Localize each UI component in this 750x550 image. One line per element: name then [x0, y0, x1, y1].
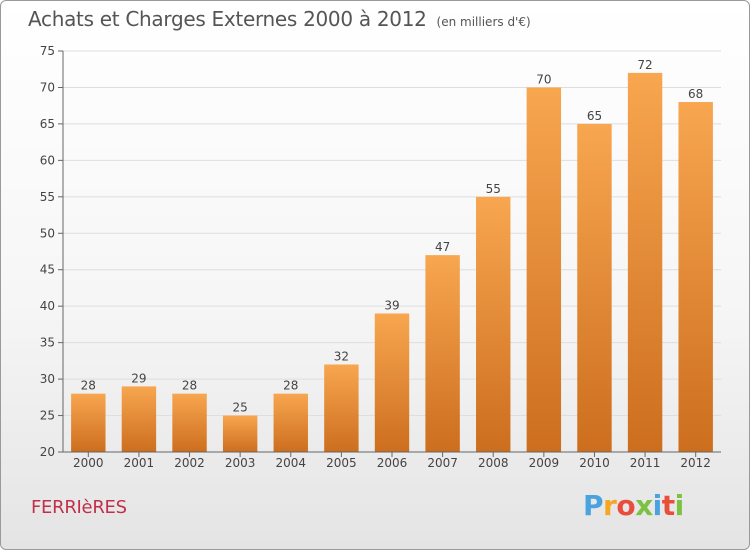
- y-tick-label: 40: [40, 299, 55, 313]
- logo-letter: i: [674, 489, 685, 522]
- x-tick-label-2010: 2010: [579, 456, 610, 470]
- chart-title: Achats et Charges Externes 2000 à 2012: [28, 7, 427, 31]
- x-tick-label-2004: 2004: [275, 456, 306, 470]
- data-label-2012: 68: [688, 87, 703, 101]
- logo-letter: o: [616, 489, 636, 522]
- x-tick-label-2007: 2007: [427, 456, 458, 470]
- logo-letter: P: [583, 489, 604, 522]
- data-label-2008: 55: [486, 182, 501, 196]
- bar-2006: [374, 313, 410, 452]
- logo-letter: r: [603, 489, 617, 522]
- data-label-2000: 28: [81, 379, 96, 393]
- data-label-2002: 28: [182, 379, 197, 393]
- logo-letter: x: [635, 489, 653, 522]
- y-tick-label: 20: [40, 445, 55, 459]
- data-label-2011: 72: [637, 58, 652, 72]
- bar-2011: [627, 72, 663, 452]
- x-tick-label-2003: 2003: [225, 456, 256, 470]
- data-label-2007: 47: [435, 240, 450, 254]
- x-tick-label-2005: 2005: [326, 456, 357, 470]
- proxiti-logo: Proxiti: [583, 489, 684, 522]
- bar-2005: [324, 364, 359, 452]
- x-tick-label-2011: 2011: [630, 456, 661, 470]
- data-label-2009: 70: [536, 72, 551, 86]
- y-tick-label: 25: [40, 409, 55, 423]
- bar-2008: [476, 196, 511, 452]
- y-tick-label: 45: [40, 263, 55, 277]
- y-tick-label: 50: [40, 226, 55, 240]
- x-tick-label-2006: 2006: [377, 456, 408, 470]
- bar-2004: [273, 393, 308, 452]
- bar-2001: [121, 386, 157, 452]
- bar-2010: [577, 123, 612, 452]
- y-tick-label: 65: [40, 117, 55, 131]
- logo-letter: i: [652, 489, 663, 522]
- x-tick-label-2008: 2008: [478, 456, 509, 470]
- data-label-2005: 32: [334, 350, 349, 364]
- x-tick-label-2001: 2001: [124, 456, 155, 470]
- y-tick-label: 35: [40, 336, 55, 350]
- bar-2007: [425, 255, 460, 452]
- y-tick-label: 70: [40, 80, 55, 94]
- chart-title-block: Achats et Charges Externes 2000 à 2012 (e…: [28, 7, 531, 31]
- y-tick-label: 30: [40, 372, 55, 386]
- logo-letter: t: [661, 489, 675, 522]
- commune-name: FERRIèRES: [31, 497, 127, 518]
- bar-2012: [678, 102, 713, 452]
- data-label-2001: 29: [131, 371, 146, 385]
- x-tick-label-2009: 2009: [529, 456, 560, 470]
- x-tick-label-2002: 2002: [174, 456, 205, 470]
- y-tick-label: 75: [40, 44, 55, 58]
- chart-unit: (en milliers d'€): [436, 15, 531, 29]
- bar-2003: [222, 415, 258, 452]
- y-tick-label: 60: [40, 153, 55, 167]
- data-label-2006: 39: [384, 298, 399, 312]
- bar-2000: [71, 393, 106, 452]
- data-label-2010: 65: [587, 109, 602, 123]
- data-label-2004: 28: [283, 379, 298, 393]
- x-tick-label-2012: 2012: [680, 456, 711, 470]
- bar-2009: [526, 87, 562, 453]
- data-label-2003: 25: [233, 401, 248, 415]
- y-tick-label: 55: [40, 190, 55, 204]
- x-tick-label-2000: 2000: [73, 456, 104, 470]
- bar-2002: [172, 393, 207, 452]
